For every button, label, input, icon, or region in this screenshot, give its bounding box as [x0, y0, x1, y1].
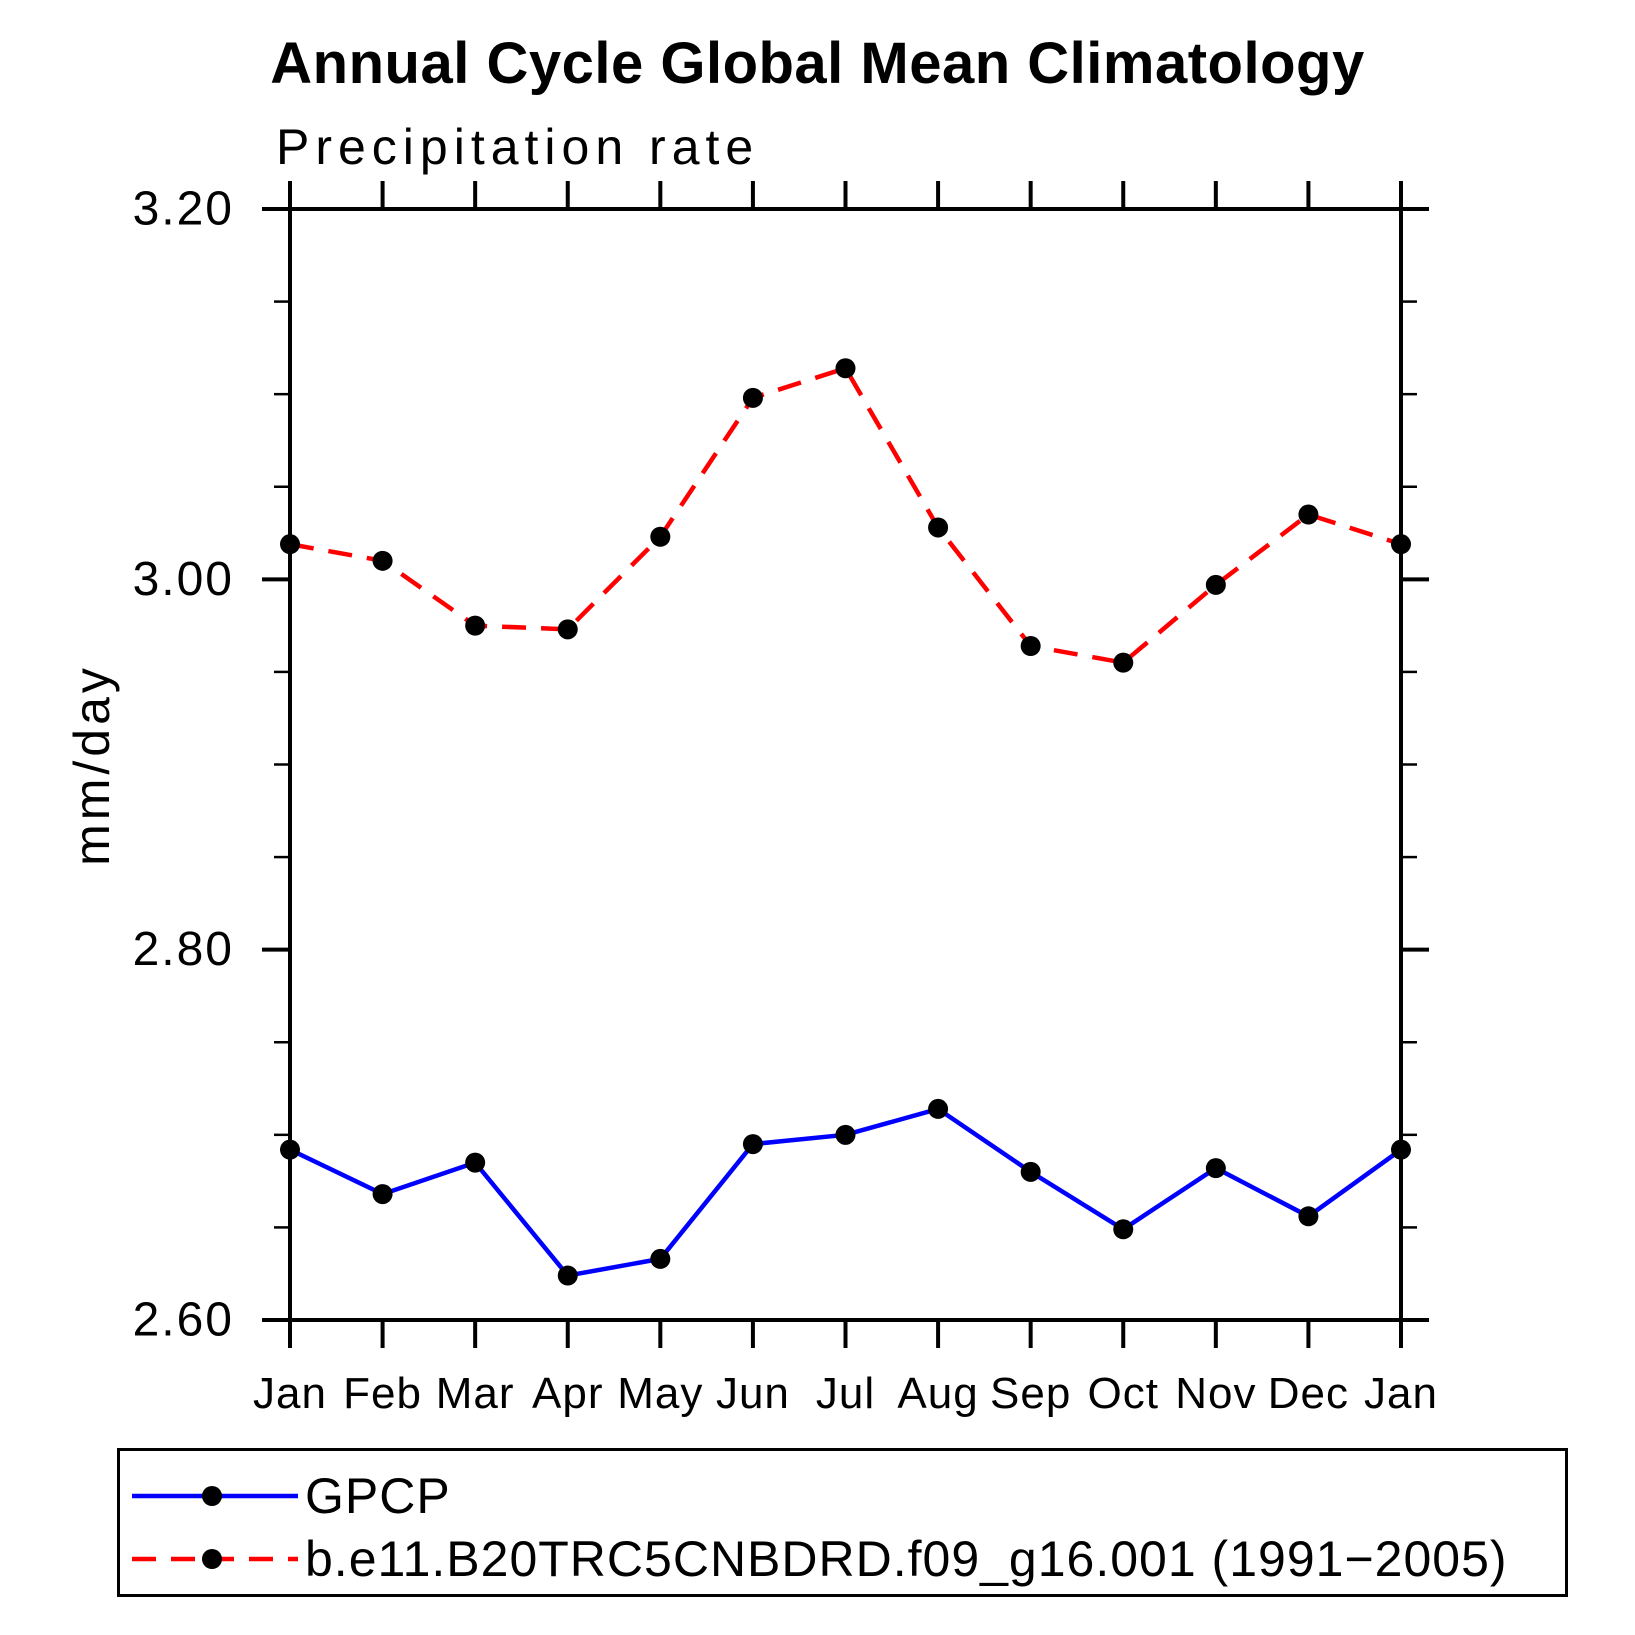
chart-subtitle: Precipitation rate [276, 119, 760, 175]
y-axis-tick-label: 3.20 [133, 183, 234, 236]
series-0-marker [1020, 1161, 1041, 1182]
series-0-marker [742, 1134, 763, 1155]
x-axis-tick-label: May [617, 1369, 703, 1418]
series-0-marker [1205, 1158, 1226, 1179]
y-axis-tick-label: 3.00 [133, 553, 234, 606]
series-1-marker [1298, 504, 1319, 525]
x-axis-tick-label: Aug [897, 1369, 978, 1418]
legend-row-gpcp: GPCP [130, 1468, 451, 1524]
x-axis-tick-label: Oct [1088, 1369, 1159, 1418]
series-0-marker [650, 1248, 671, 1269]
x-axis-tick-label: Jan [253, 1369, 327, 1418]
series-1-marker [372, 550, 393, 571]
x-axis-tick-label: Jan [1364, 1369, 1438, 1418]
series-0-marker [372, 1184, 393, 1205]
chart-title: Annual Cycle Global Mean Climatology [270, 31, 1365, 96]
series-0-marker [280, 1139, 300, 1160]
x-axis-tick-label: Mar [436, 1369, 515, 1418]
series-0-marker [1298, 1206, 1319, 1227]
legend-sample-model [132, 1549, 298, 1569]
series-0-marker [835, 1124, 856, 1145]
x-axis-tick-label: Sep [990, 1369, 1071, 1418]
series-1-marker [1113, 652, 1134, 673]
series-0-marker [557, 1265, 578, 1286]
legend-row-model: b.e11.B20TRC5CNBDRD.f09_g16.001 (1991−20… [130, 1531, 1508, 1587]
series-0-marker [928, 1098, 949, 1119]
series-1-marker [280, 534, 300, 555]
series-1-marker [650, 526, 671, 547]
series-1-marker [928, 517, 949, 538]
y-axis-tick-label: 2.60 [133, 1294, 234, 1347]
series-1-line [289, 365, 1402, 666]
x-axis-tick-label: Dec [1268, 1369, 1349, 1418]
series-1-marker [1020, 635, 1041, 656]
series-1-marker [1391, 534, 1411, 555]
series-1-marker [742, 387, 763, 408]
series-0-marker [465, 1152, 486, 1173]
x-axis-tick-label: Feb [343, 1369, 422, 1418]
legend-label-model: b.e11.B20TRC5CNBDRD.f09_g16.001 (1991−20… [305, 1531, 1508, 1587]
legend-marker-dot [202, 1549, 222, 1569]
y-axis-tick-label: 2.80 [133, 923, 234, 976]
legend-marker-dot [202, 1486, 222, 1506]
legend-box: GPCP b.e11.B20TRC5CNBDRD.f09_g16.001 (19… [117, 1448, 1568, 1597]
x-axis-tick-label: Nov [1175, 1369, 1256, 1418]
series-1-marker [465, 615, 486, 636]
x-axis-tick-label: Jul [816, 1369, 875, 1418]
series-0-marker [1391, 1139, 1411, 1160]
legend-sample-gpcp [132, 1486, 298, 1506]
series-1-marker [557, 619, 578, 640]
legend-label-gpcp: GPCP [305, 1468, 451, 1524]
x-axis-tick-label: Jun [716, 1369, 790, 1418]
x-axis-tick-label: Apr [532, 1369, 603, 1418]
series-1-marker [835, 358, 856, 379]
series-1-marker [1205, 574, 1226, 595]
series-0-marker [1113, 1219, 1134, 1240]
